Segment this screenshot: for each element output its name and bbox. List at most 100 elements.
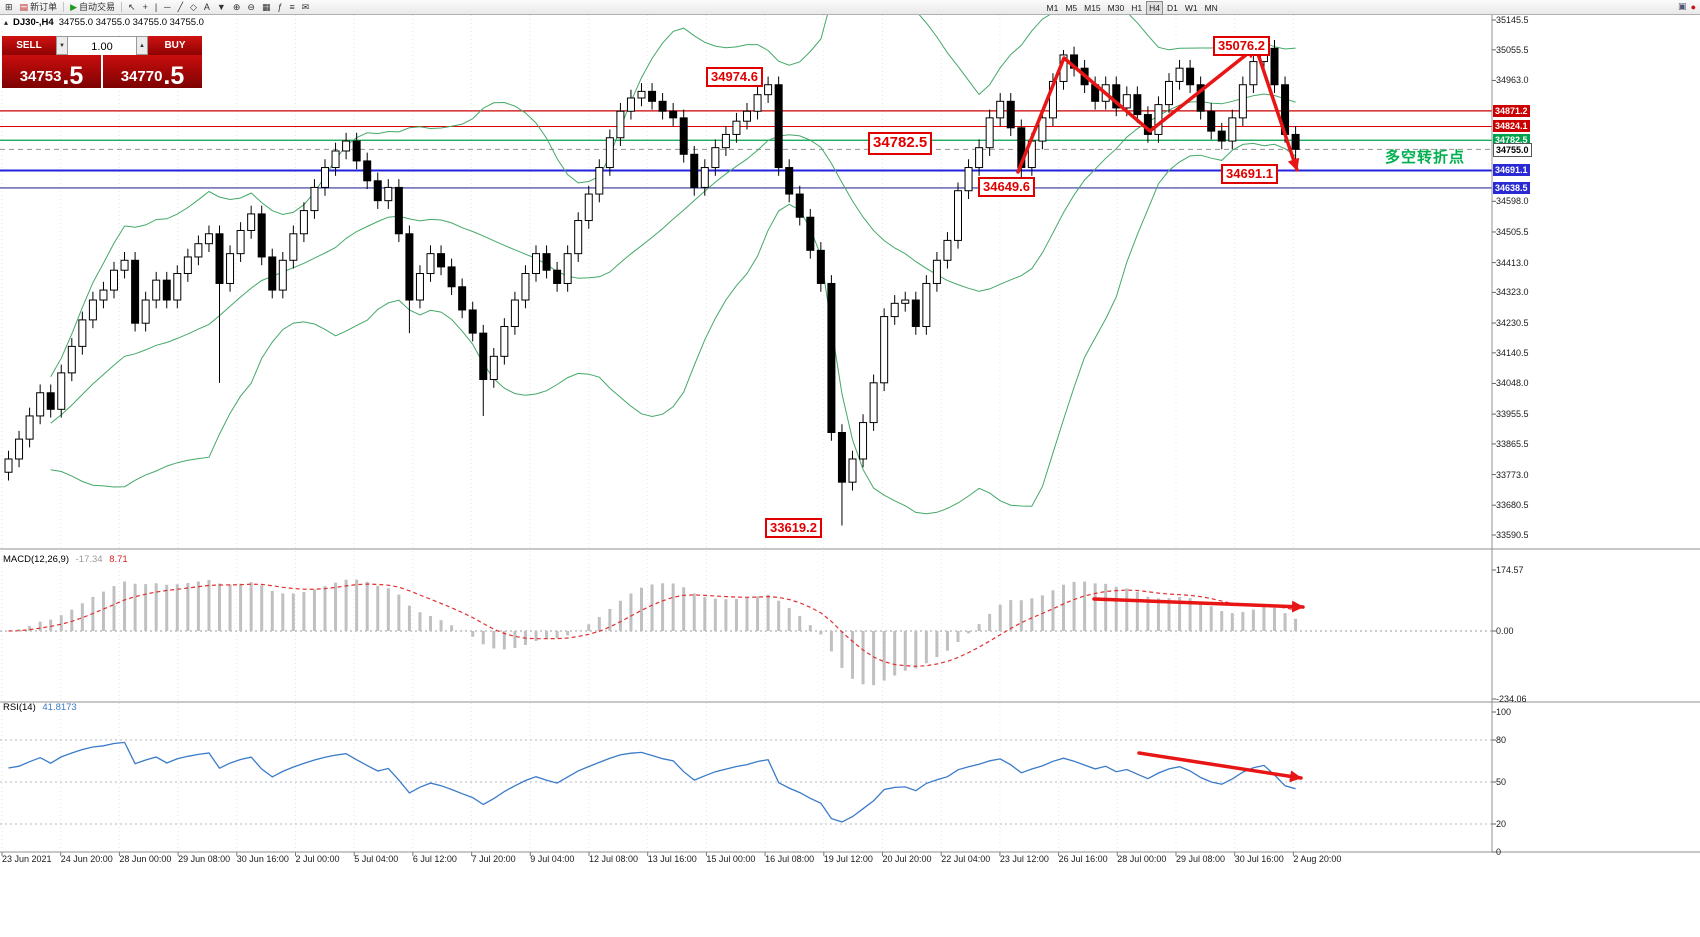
candle-body [373,180,382,202]
price-callout[interactable]: 34691.1 [1221,164,1278,185]
rsi-axis-label: 100 [1496,707,1512,717]
candle-body [690,153,699,188]
buy-button[interactable]: BUY [148,36,202,55]
timeframe-button-h1[interactable]: H1 [1131,3,1143,13]
candle-body [563,253,572,284]
sell-price-main: 34753 [19,68,62,86]
chart-list-icon[interactable]: ≡ [289,1,295,12]
candle-body [1217,130,1226,142]
candle-body [743,110,751,122]
timeframe-button-h4[interactable]: H4 [1145,1,1164,15]
candle-body [236,229,245,255]
rsi-axis-label: 0 [1496,847,1502,857]
rsi-axis-label: 80 [1496,735,1507,745]
price-callout[interactable]: 33619.2 [765,518,822,539]
horizontal-line-icon[interactable]: ─ [164,1,171,12]
channel-icon[interactable]: ◇ [189,1,197,12]
macd-trend-arrow[interactable] [1092,597,1305,613]
price-level-box: 34824.1 [1493,120,1530,133]
text-icon[interactable]: A [203,1,210,12]
candle-body [753,94,762,112]
autotrading-label: 自动交易 [79,1,116,12]
vertical-line-icon[interactable]: | [154,1,158,12]
price-level-box: 34755.0 [1493,143,1532,158]
layout-icon[interactable]: ▣ [1678,1,1687,11]
candle-body [352,140,361,162]
buy-price-display[interactable]: 34770 .5 [103,55,202,88]
indicators-icon[interactable]: ƒ [277,1,283,12]
cursor-icon[interactable]: ↖ [128,1,136,12]
candle-body [542,253,551,271]
candle-body [975,147,984,169]
candle-body [88,299,97,321]
candle-body [816,249,825,284]
price-callout[interactable]: 34974.6 [706,67,763,88]
toolbar-separator [63,2,65,12]
time-axis-label: 29 Jun 08:00 [178,854,231,864]
candle-body [173,273,182,301]
macd-signal-value: 8.71 [109,554,128,565]
candle-body [1122,94,1131,109]
candle-body [36,392,45,417]
autotrading-button[interactable]: ▶ 自动交易 [67,1,118,14]
price-level-box: 34691.1 [1493,164,1530,177]
timeframe-button-m15[interactable]: M15 [1084,3,1101,13]
candle-body [1154,104,1163,135]
sell-button[interactable]: SELL [2,36,56,55]
candle-body [331,150,340,169]
candle-body [46,392,55,410]
price-callout[interactable]: 35076.2 [1213,36,1270,57]
volume-down-button[interactable]: ▼ [56,36,68,55]
price-callout[interactable]: 34649.6 [978,177,1035,198]
turning-point-annotation[interactable]: 多空转折点 [1385,149,1466,166]
trendline-icon[interactable]: ╱ [177,1,183,12]
candle-body [447,266,456,288]
timeframe-button-w1[interactable]: W1 [1184,3,1198,13]
candle-body [626,97,635,112]
zigzag-up-arrow[interactable] [1016,45,1258,174]
candle-body [890,302,899,318]
chart-window-icon[interactable]: ⊞ [5,1,13,12]
candle-body [257,213,266,258]
timeframe-button-m1[interactable]: M1 [1046,3,1059,13]
candle-body [4,458,13,473]
timeframe-button-m30[interactable]: M30 [1107,3,1125,13]
mail-icon[interactable]: ✉ [301,1,310,12]
rsi-name: RSI(14) [3,702,36,713]
candle-body [869,382,878,424]
candle-body [679,117,688,155]
crosshair-icon[interactable]: + [142,1,148,12]
volume-up-button[interactable]: ▲ [136,36,148,55]
tile-windows-icon[interactable]: ▦ [261,1,271,12]
candle-body [204,233,213,245]
record-icon[interactable]: ● [1690,1,1696,12]
timeframe-button-mn[interactable]: MN [1204,3,1218,13]
time-axis-label: 28 Jun 00:00 [119,854,172,864]
price-tick-label: 35055.5 [1496,44,1529,55]
candle-body [732,120,741,135]
price-callout[interactable]: 34782.5 [868,132,933,155]
timeframe-button-d1[interactable]: D1 [1166,3,1178,13]
sell-price-frac: .5 [62,61,84,90]
price-tick-label: 34505.5 [1496,226,1529,237]
zoom-in-icon[interactable]: ⊕ [232,1,241,12]
time-axis-label: 26 Jul 16:00 [1058,854,1108,864]
buy-price-frac: .5 [163,61,185,90]
time-axis-label: 29 Jul 08:00 [1176,854,1226,864]
panel-expander-icon[interactable]: ▴ [4,18,9,27]
new-order-button[interactable]: ▤ 新订单 [17,1,61,14]
candle-body [532,253,540,275]
drop-arrow[interactable] [1256,52,1300,172]
timeframe-button-m5[interactable]: M5 [1065,3,1078,13]
time-axis-label: 13 Jul 16:00 [647,854,697,864]
volume-input[interactable] [68,38,136,56]
candle-body [194,243,203,258]
candle-body [605,137,614,169]
candle-body [1038,117,1047,142]
zoom-out-icon[interactable]: ⊖ [247,1,255,12]
candle-body [911,299,920,328]
sell-price-display[interactable]: 34753 .5 [2,55,101,88]
time-axis-label: 20 Jul 20:00 [882,854,932,864]
arrows-dropdown-icon[interactable]: ▼ [216,1,226,12]
rsi-trend-arrow[interactable] [1137,751,1303,783]
